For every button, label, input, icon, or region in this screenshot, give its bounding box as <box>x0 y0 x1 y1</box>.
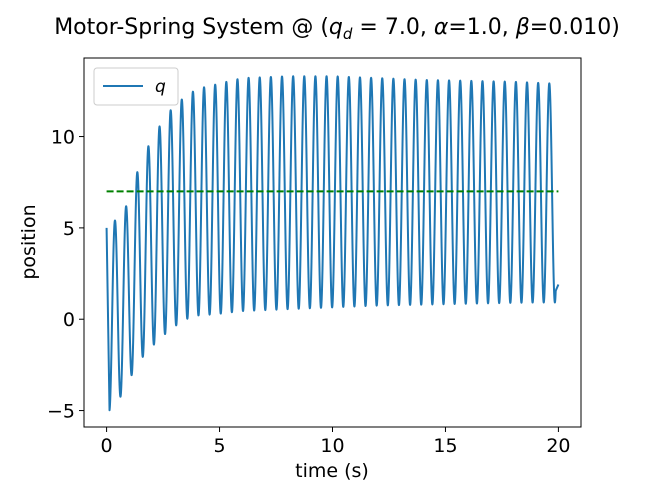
title-alpha-value: =1.0, <box>448 15 515 40</box>
title-q-value: = 7.0, <box>352 15 433 40</box>
y-axis-label: position <box>18 204 40 279</box>
x-axis-ticks: 0 5 10 15 20 <box>101 427 571 457</box>
x-tick-label: 0 <box>101 435 113 457</box>
y-axis-ticks: −5 0 5 10 <box>47 127 84 423</box>
title-prefix: Motor-Spring System @ ( <box>54 15 329 40</box>
title-q-subscript: d <box>343 25 353 43</box>
x-tick-label: 15 <box>433 435 457 457</box>
x-tick-label: 5 <box>213 435 225 457</box>
x-axis-label: time (s) <box>295 460 369 482</box>
y-tick-label: 5 <box>63 218 75 240</box>
series-layer <box>105 75 560 412</box>
y-tick-label: −5 <box>47 401 75 423</box>
title-beta-value: =0.010) <box>530 15 620 40</box>
y-tick-label: 10 <box>51 127 75 149</box>
series-line-q <box>105 75 560 412</box>
title-q-symbol: q <box>329 15 343 40</box>
plot-area: 0 5 10 15 20 −5 0 5 10 <box>47 57 582 457</box>
legend-label-q: q <box>155 77 166 97</box>
title-alpha-symbol: α <box>434 15 449 40</box>
x-tick-label: 20 <box>546 435 570 457</box>
legend: q <box>93 67 179 106</box>
y-tick-label: 0 <box>63 309 75 331</box>
title-beta-symbol: β <box>515 15 530 40</box>
x-tick-label: 10 <box>320 435 344 457</box>
chart-title: Motor-Spring System @ (qd = 7.0, α=1.0, … <box>54 15 620 43</box>
